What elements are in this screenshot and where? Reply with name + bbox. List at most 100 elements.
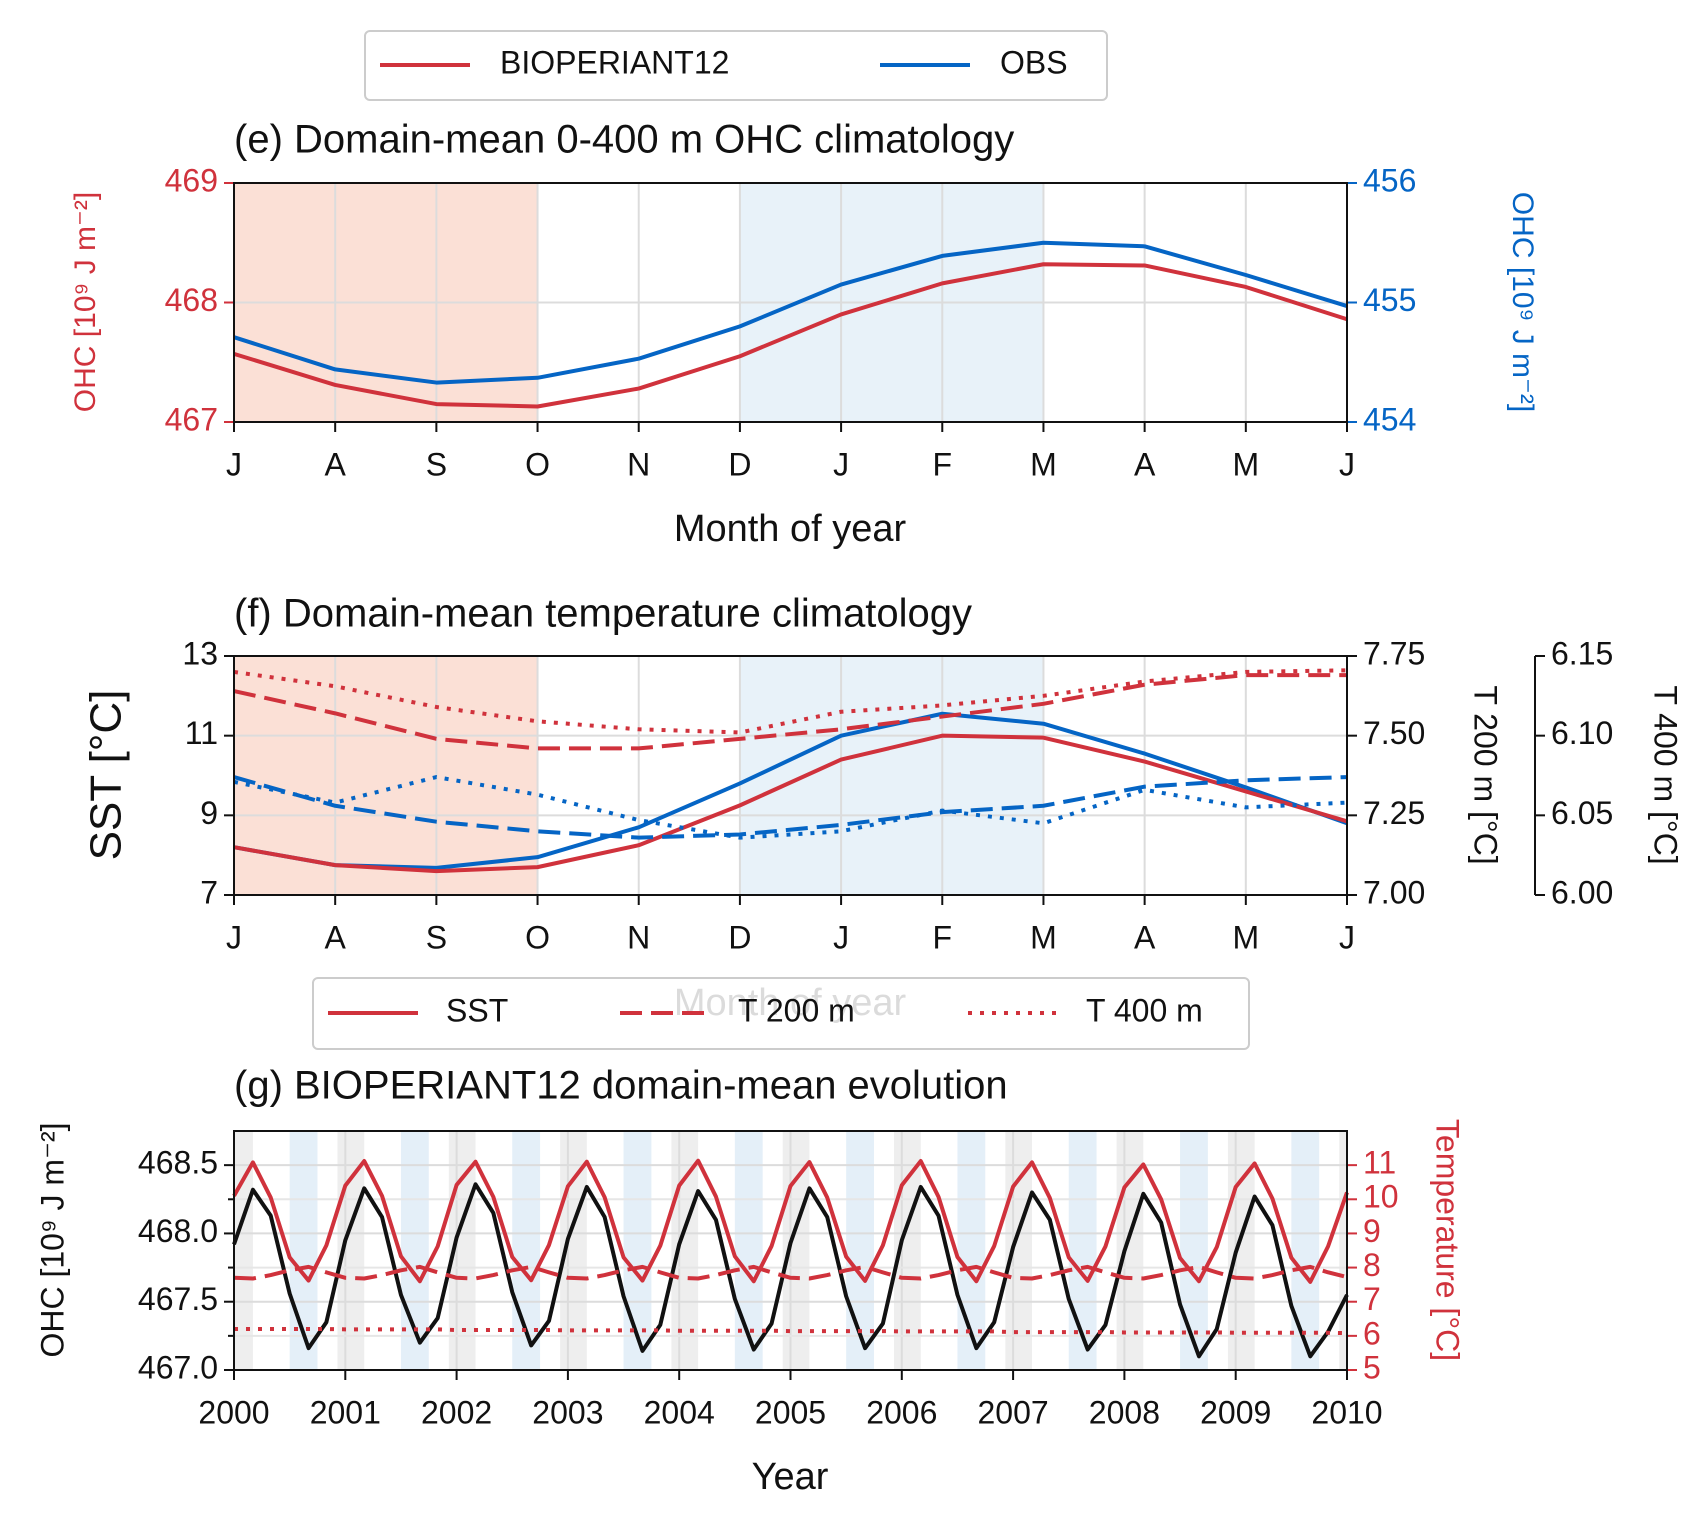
y-tick-label: 7.75 — [1363, 635, 1425, 671]
legend-box — [312, 977, 1250, 1050]
y-tick-label: 6.10 — [1551, 715, 1613, 751]
x-tick-label: A — [325, 446, 347, 482]
data-line — [234, 1327, 1348, 1336]
x-tick-label: J — [226, 919, 242, 955]
axes-frame — [233, 182, 1348, 423]
legend-label: T 400 m — [1086, 992, 1203, 1028]
legend-label: OBS — [1000, 44, 1068, 80]
chart-title: (e) Domain-mean 0-400 m OHC climatology — [234, 118, 1014, 162]
x-tick-label: M — [1232, 446, 1259, 482]
y-tick-label: 6.05 — [1551, 795, 1613, 831]
data-line — [233, 262, 1348, 409]
x-tick-label: 2006 — [866, 1394, 937, 1430]
y-tick-label: 468.0 — [138, 1213, 218, 1249]
y-tick-label: 6.15 — [1551, 635, 1613, 671]
y-tick-label: 454 — [1363, 401, 1416, 437]
legend-label: BIOPERIANT12 — [500, 44, 729, 80]
axis-label: OHC [10⁹ J m⁻²] — [69, 192, 102, 412]
chart-title: (g) BIOPERIANT12 domain-mean evolution — [234, 1064, 1008, 1108]
y-tick-label: 469 — [165, 162, 218, 198]
axis-label: OHC [10⁹ J m⁻²] — [34, 1122, 70, 1357]
axis-label: T 400 m [°C] — [1648, 685, 1684, 864]
x-tick-label: S — [426, 446, 447, 482]
data-line — [232, 1182, 1349, 1359]
y-tick-label: 8 — [1363, 1247, 1381, 1283]
season-span — [1180, 1131, 1208, 1370]
x-tick-label: 2007 — [978, 1394, 1049, 1430]
y-tick-label: 456 — [1363, 162, 1416, 198]
chart-title: (f) Domain-mean temperature climatology — [234, 592, 972, 636]
y-tick-label: 10 — [1363, 1179, 1399, 1215]
axes-frame — [233, 655, 1348, 896]
x-tick-label: O — [525, 919, 550, 955]
y-tick-label: 455 — [1363, 282, 1416, 318]
legend-label: T 200 m — [738, 992, 855, 1028]
x-tick-label: 2009 — [1200, 1394, 1271, 1430]
season-span — [1068, 1131, 1097, 1370]
data-line — [233, 711, 1348, 870]
y-tick-label: 5 — [1363, 1349, 1381, 1385]
x-tick-label: 2000 — [198, 1394, 269, 1430]
axis-label: T 200 m [°C] — [1468, 685, 1504, 864]
axes-frame — [233, 1130, 1348, 1371]
x-tick-label: O — [525, 446, 550, 482]
x-axis-label: Year — [752, 1456, 829, 1498]
y-tick-label: 13 — [182, 635, 218, 671]
x-tick-label: J — [226, 446, 242, 482]
y-tick-label: 9 — [200, 795, 218, 831]
y-tick-label: 468 — [165, 282, 218, 318]
y-tick-label: 7 — [200, 874, 218, 910]
season-span — [234, 656, 538, 895]
y-tick-label: 6 — [1363, 1315, 1381, 1351]
y-tick-label: 11 — [1363, 1145, 1396, 1181]
x-tick-label: 2005 — [755, 1394, 826, 1430]
x-tick-label: A — [1134, 446, 1156, 482]
y-tick-label: 467.5 — [138, 1281, 218, 1317]
x-tick-label: M — [1030, 919, 1057, 955]
x-tick-label: F — [932, 919, 952, 955]
y-tick-label: 11 — [185, 715, 218, 751]
x-tick-label: M — [1030, 446, 1057, 482]
x-tick-label: M — [1232, 919, 1259, 955]
y-tick-label: 467.0 — [138, 1349, 218, 1385]
x-tick-label: 2004 — [644, 1394, 715, 1430]
x-tick-label: 2002 — [421, 1394, 492, 1430]
y-tick-label: 7.00 — [1363, 874, 1425, 910]
x-tick-label: J — [833, 919, 849, 955]
data-line — [232, 1158, 1349, 1284]
data-line — [233, 240, 1348, 385]
y-tick-label: 9 — [1363, 1213, 1381, 1249]
y-tick-label: 468.5 — [138, 1145, 218, 1181]
data-line — [233, 673, 1347, 751]
y-tick-label: 6.00 — [1551, 874, 1613, 910]
x-tick-label: N — [627, 919, 650, 955]
x-tick-label: A — [325, 919, 347, 955]
x-tick-label: A — [1134, 919, 1156, 955]
legend-label: SST — [446, 992, 508, 1028]
season-span — [1291, 1131, 1320, 1370]
season-span — [739, 656, 1044, 895]
y-tick-label: 7.50 — [1363, 715, 1425, 751]
x-tick-label: F — [932, 446, 952, 482]
axis-label: Temperature [°C] — [1430, 1119, 1466, 1361]
x-axis-label: Month of year — [674, 508, 907, 550]
x-tick-label: D — [728, 919, 751, 955]
legend-box — [364, 30, 1108, 101]
season-span — [623, 1131, 652, 1370]
data-line — [233, 1264, 1348, 1281]
x-tick-label: N — [627, 446, 650, 482]
data-line — [233, 733, 1348, 874]
y-tick-label: 7 — [1363, 1281, 1381, 1317]
y-tick-label: 467 — [165, 401, 218, 437]
x-tick-label: 2001 — [310, 1394, 381, 1430]
x-tick-label: 2008 — [1089, 1394, 1160, 1430]
data-line — [233, 775, 1348, 840]
x-tick-label: 2003 — [532, 1394, 603, 1430]
x-tick-label: J — [1339, 446, 1355, 482]
axis-label: SST [°C] — [82, 690, 131, 861]
x-tick-label: 2010 — [1311, 1394, 1382, 1430]
y-tick-label: 7.25 — [1363, 795, 1425, 831]
x-tick-label: J — [833, 446, 849, 482]
x-tick-label: D — [728, 446, 751, 482]
